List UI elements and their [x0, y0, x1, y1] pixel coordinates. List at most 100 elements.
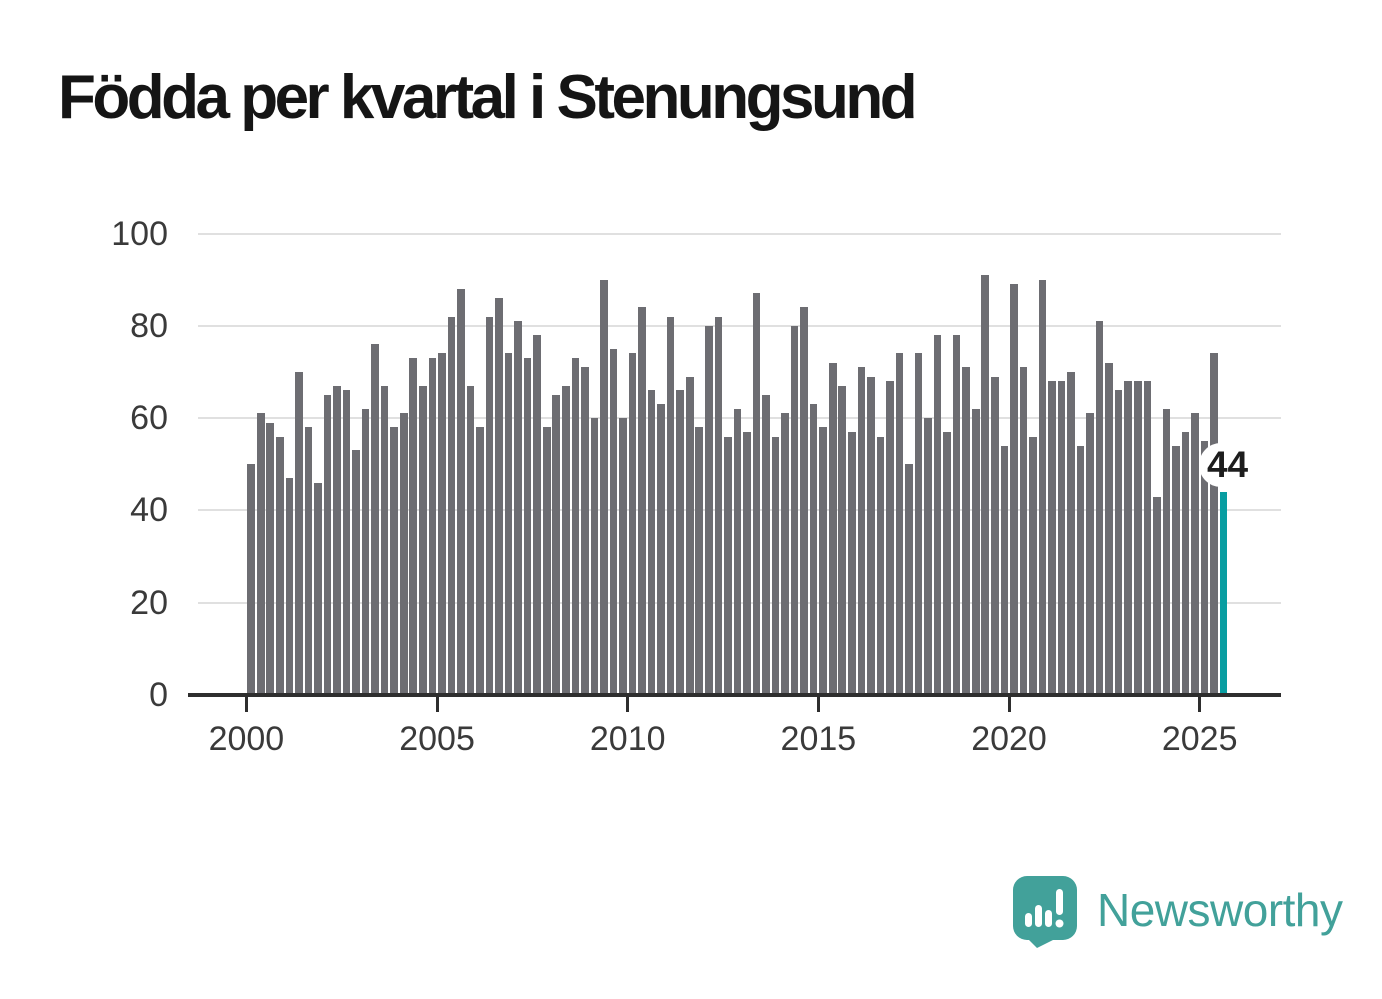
bar [457, 288, 465, 695]
bar [514, 321, 522, 695]
bar [418, 385, 427, 695]
bar [266, 422, 275, 695]
bar [819, 427, 827, 695]
bar [523, 358, 532, 695]
bar [857, 367, 866, 695]
bar [743, 431, 751, 695]
bar [1010, 284, 1018, 695]
y-axis-tick-label: 40 [130, 491, 168, 530]
bar [247, 464, 255, 695]
bar [1210, 353, 1218, 695]
bar [867, 376, 875, 695]
bar [905, 464, 913, 695]
bar [438, 353, 446, 695]
y-axis-tick-label: 60 [130, 399, 168, 438]
bar [1067, 371, 1075, 695]
bar [724, 436, 732, 695]
bar [752, 293, 761, 695]
bar [1172, 445, 1180, 695]
bar [914, 353, 923, 695]
x-axis-tick-label: 2020 [971, 720, 1047, 758]
bar [323, 395, 332, 695]
bar [1124, 381, 1133, 695]
bar [380, 385, 389, 695]
bar [1019, 367, 1028, 695]
bar [533, 335, 541, 695]
x-axis-tick-label: 2015 [780, 720, 857, 758]
bar [990, 376, 999, 695]
x-axis-tick-label: 2010 [589, 720, 666, 758]
bar [361, 408, 370, 695]
bar [924, 418, 932, 695]
bar [1086, 413, 1094, 695]
bar [933, 335, 942, 695]
bar [762, 395, 770, 695]
bar [542, 427, 551, 695]
bar [790, 325, 799, 695]
bar [619, 418, 627, 695]
bar [314, 482, 322, 695]
bar [676, 390, 684, 695]
bar [447, 316, 456, 695]
y-axis-tick-label: 20 [130, 583, 168, 622]
bar [466, 385, 475, 695]
newsworthy-logo: Newsworthy [1013, 876, 1343, 948]
last-value-label: 44 [1206, 443, 1249, 485]
x-axis-tick-label: 2000 [208, 720, 285, 758]
bar [571, 358, 580, 695]
x-axis-tick [626, 697, 630, 712]
bar [1000, 445, 1009, 695]
bar [1095, 321, 1104, 695]
bar [295, 371, 303, 695]
newsworthy-wordmark: Newsworthy [1097, 884, 1343, 936]
bar [704, 325, 713, 695]
bar [1038, 279, 1047, 695]
bar [809, 404, 818, 695]
bar [1114, 390, 1123, 695]
bar [800, 307, 808, 695]
bar [876, 436, 885, 695]
bar [895, 353, 904, 695]
bar [304, 427, 313, 695]
x-axis-tick [1007, 697, 1011, 712]
y-axis-tick-label: 100 [111, 214, 168, 253]
bar [838, 385, 847, 695]
bar [647, 390, 656, 695]
bar [695, 427, 704, 695]
bar [1200, 441, 1209, 695]
bar [666, 316, 675, 695]
bar [1181, 431, 1190, 695]
bar [552, 395, 561, 695]
bar [638, 307, 646, 695]
bar [609, 348, 618, 695]
bar-highlighted-2025q3 [1219, 491, 1228, 695]
bar [628, 353, 637, 695]
x-axis-tick [435, 697, 439, 712]
bar [886, 381, 894, 695]
bar [1076, 445, 1085, 695]
bar [733, 408, 742, 695]
bar [600, 279, 608, 695]
bar [781, 413, 789, 695]
bar [714, 316, 723, 695]
x-axis-tick-label: 2025 [1161, 720, 1238, 758]
bar [1105, 362, 1113, 695]
bar [1153, 496, 1161, 695]
gridline-y-100 [198, 232, 1281, 235]
bar [476, 427, 484, 695]
bar [409, 358, 418, 695]
bar [1057, 381, 1066, 695]
bar [561, 385, 570, 695]
gridline-y-80 [198, 324, 1281, 327]
bar [399, 413, 408, 695]
x-axis-tick [1198, 697, 1202, 712]
bar [590, 418, 599, 695]
bar [485, 316, 494, 695]
last-value-label-bubble: 44 [1199, 442, 1257, 487]
y-axis-tick-label: 0 [149, 676, 168, 714]
bar [256, 413, 265, 695]
bar [390, 427, 398, 695]
x-axis-tick [816, 697, 820, 712]
bar [428, 358, 437, 695]
